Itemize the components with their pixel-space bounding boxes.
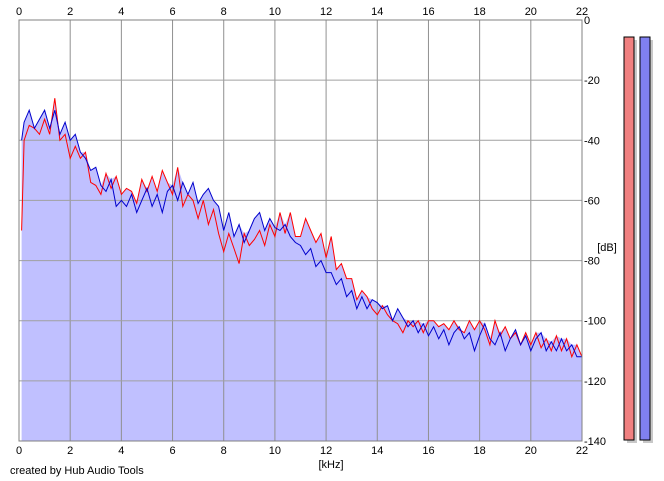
y-tick-label: -60: [584, 195, 600, 207]
x-tick-label-bottom: 18: [474, 445, 486, 457]
spectrum-area: [21, 98, 583, 441]
x-tick-label-top: 16: [422, 6, 434, 18]
series-line-red: [21, 98, 583, 359]
x-tick-label-bottom: 0: [16, 445, 22, 457]
x-tick-label-top: 6: [169, 6, 175, 18]
x-tick-label-bottom: 22: [576, 445, 588, 457]
x-tick-label-top: 4: [118, 6, 124, 18]
x-tick-label-bottom: 16: [422, 445, 434, 457]
y-tick-label: 0: [584, 15, 590, 27]
y-tick-label: -20: [584, 75, 600, 87]
y-tick-label: -120: [584, 376, 606, 388]
x-tick-label-bottom: 8: [221, 445, 227, 457]
series-line-blue: [21, 108, 582, 358]
x-tick-label-top: 12: [320, 6, 332, 18]
series-lines: [21, 98, 583, 359]
x-tick-label-top: 10: [269, 6, 281, 18]
x-tick-label-top: 0: [16, 6, 22, 18]
x-tick-label-top: 20: [525, 6, 537, 18]
x-tick-label-bottom: 20: [525, 445, 537, 457]
plot-frame: [18, 19, 583, 442]
y-tick-label: -100: [584, 316, 606, 328]
x-axis-label: [kHz]: [318, 459, 343, 471]
level-meter-left: [623, 36, 635, 441]
x-tick-label-top: 18: [474, 6, 486, 18]
x-tick-label-top: 22: [576, 6, 588, 18]
x-tick-label-bottom: 14: [371, 445, 383, 457]
credit-text: created by Hub Audio Tools: [10, 465, 144, 477]
x-tick-label-top: 2: [67, 6, 73, 18]
x-ticks-bottom: 0 2 4 6 8 10 12 14 16 18 20 22: [16, 445, 588, 457]
x-tick-label-top: 8: [221, 6, 227, 18]
x-tick-label-bottom: 6: [169, 445, 175, 457]
y-tick-label: -80: [584, 256, 600, 268]
y-tick-label: -40: [584, 135, 600, 147]
x-tick-label-bottom: 10: [269, 445, 281, 457]
x-tick-label-bottom: 12: [320, 445, 332, 457]
x-tick-label-bottom: 2: [67, 445, 73, 457]
x-tick-label-top: 14: [371, 6, 383, 18]
x-tick-label-bottom: 4: [118, 445, 124, 457]
level-meters: [623, 36, 653, 443]
y-ticks: 0 -20 -40 -60 -80 -100 -120 -140: [584, 15, 606, 448]
spectrum-fill: [21, 98, 583, 441]
y-axis-label: [dB]: [597, 242, 617, 254]
level-meter-right: [639, 36, 651, 441]
y-tick-label: -140: [584, 436, 606, 448]
x-ticks-top: 0 2 4 6 8 10 12 14 16 18 20 22: [16, 6, 588, 18]
